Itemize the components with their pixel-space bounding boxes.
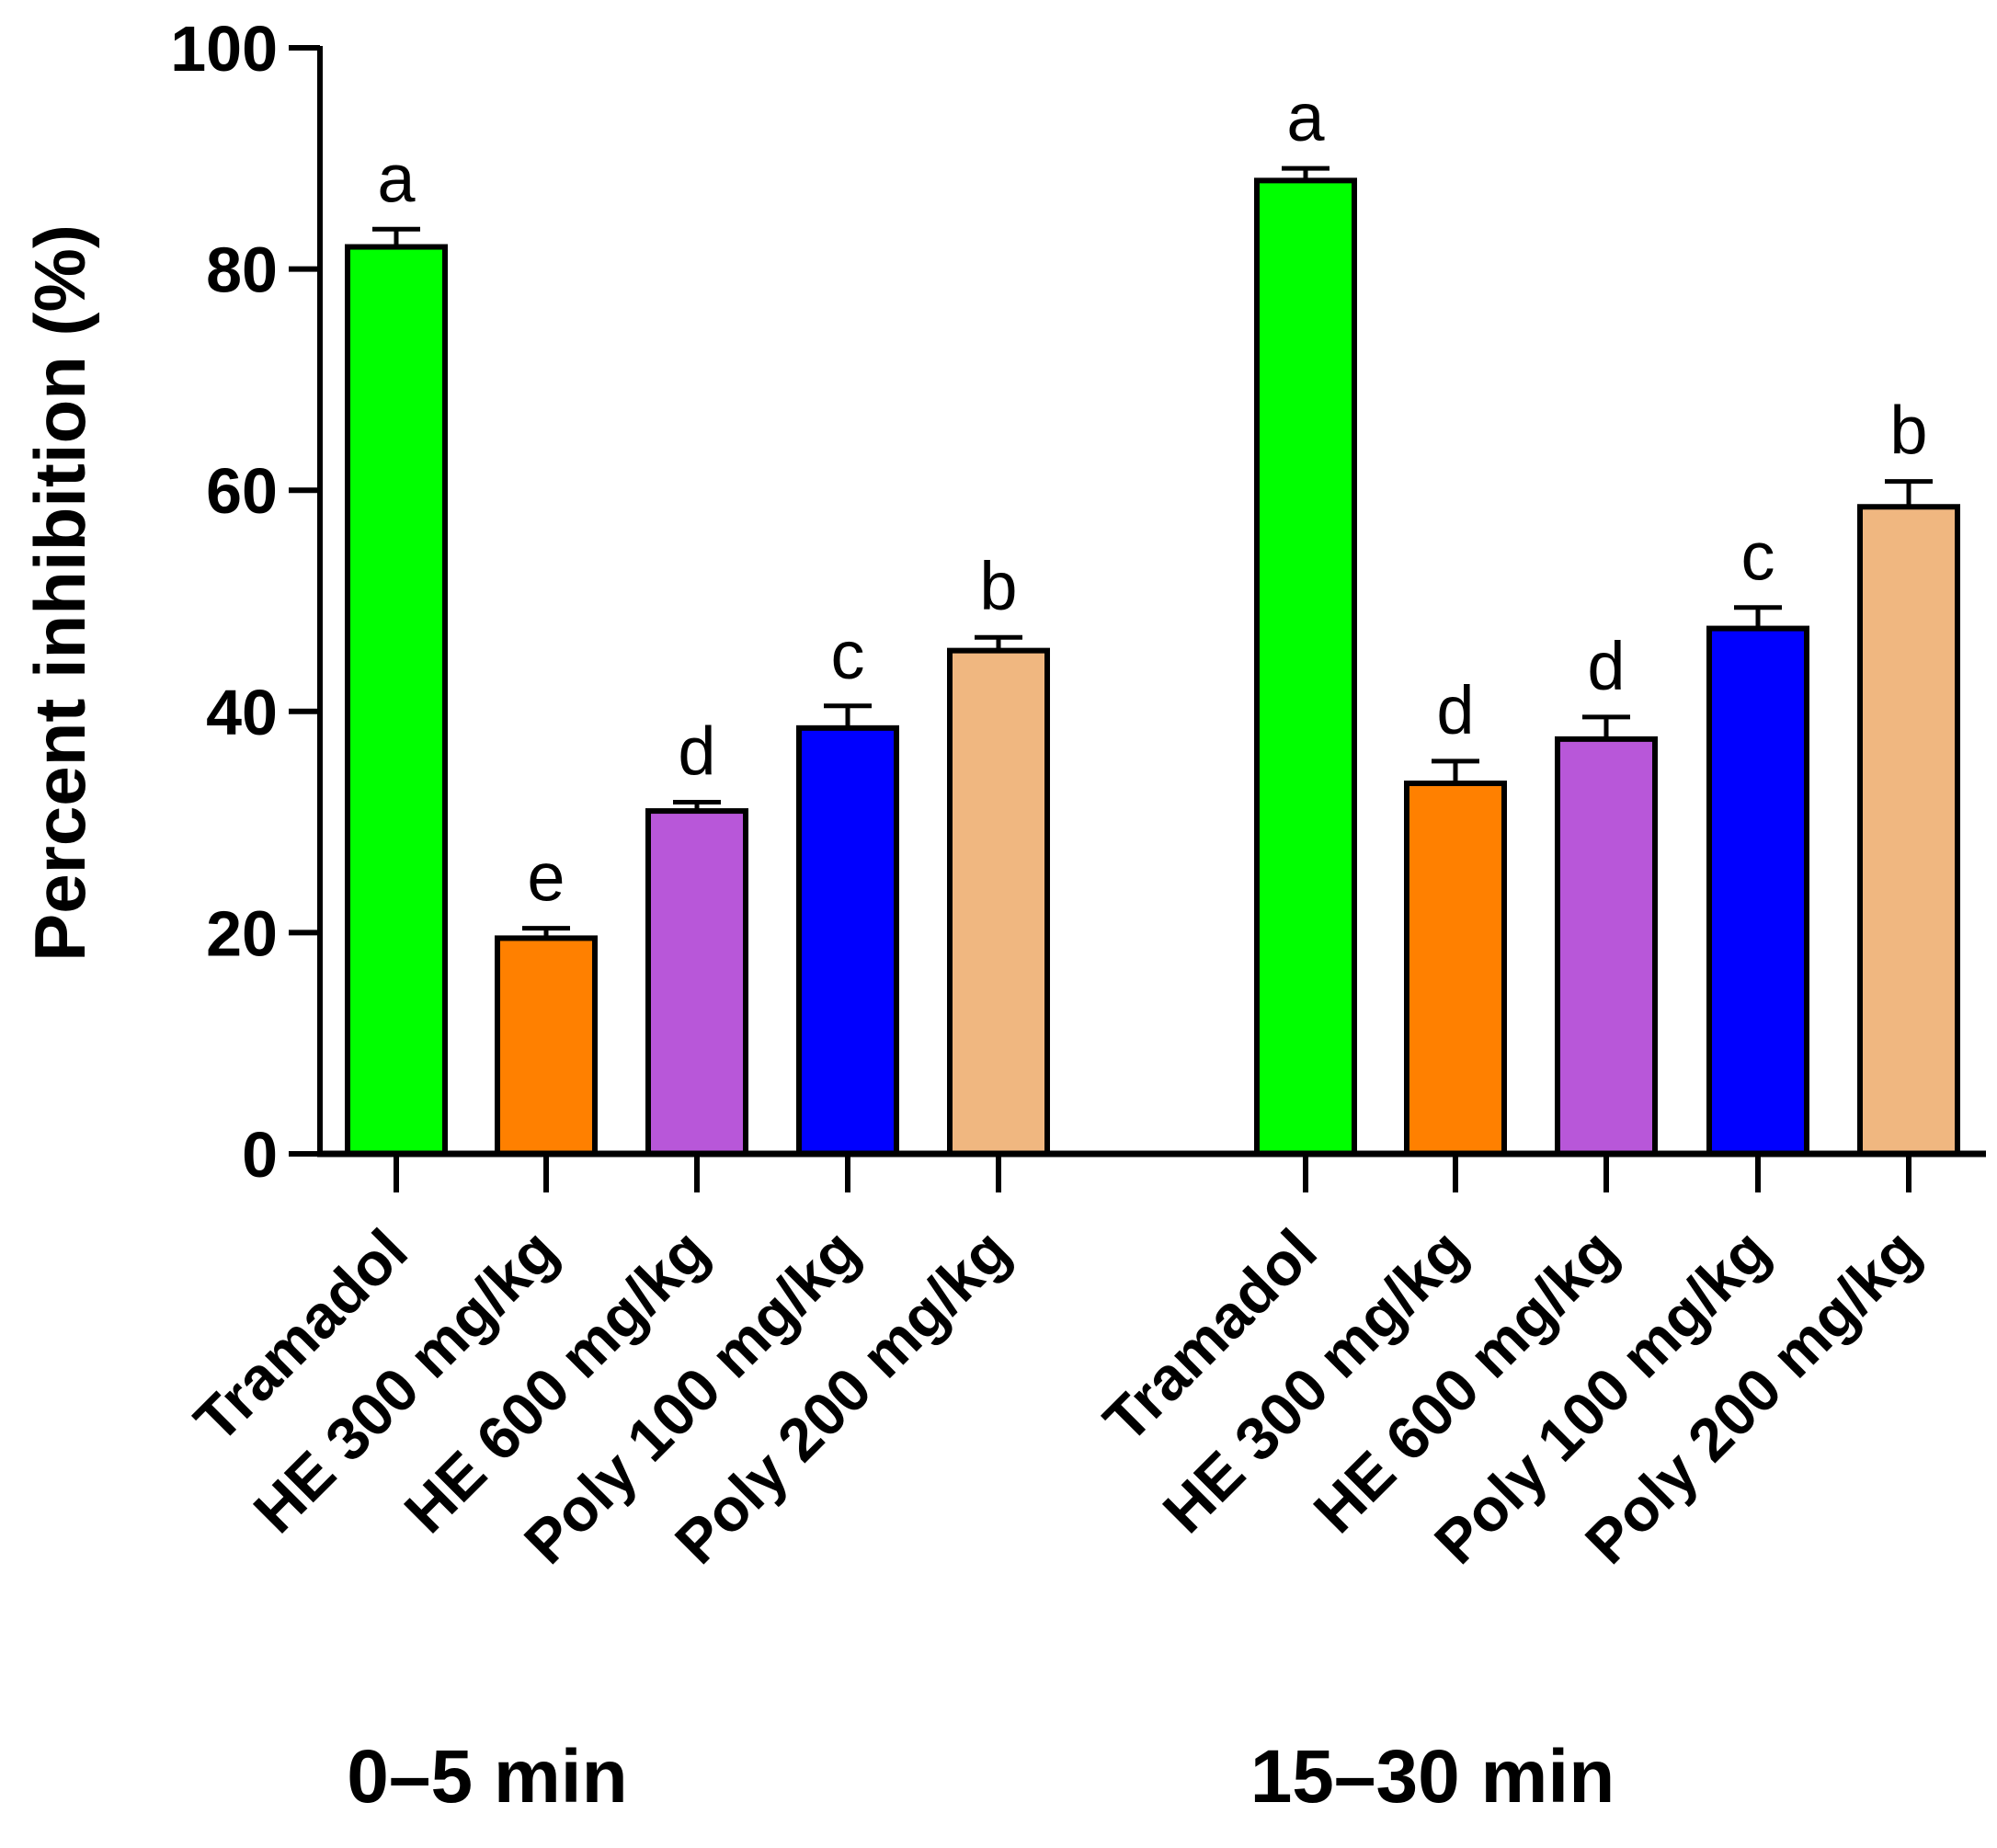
bar bbox=[1857, 504, 1960, 1157]
significance-letter: d bbox=[1587, 628, 1625, 704]
y-tick-label: 80 bbox=[206, 234, 278, 306]
significance-letter: c bbox=[831, 617, 865, 693]
y-tick-label: 100 bbox=[170, 13, 278, 85]
significance-letter: b bbox=[1889, 393, 1927, 469]
bar bbox=[495, 935, 598, 1157]
bar bbox=[796, 724, 899, 1157]
bar bbox=[645, 808, 748, 1157]
bar bbox=[947, 647, 1050, 1157]
group-label: 0–5 min bbox=[347, 1735, 627, 1819]
bar bbox=[1706, 625, 1809, 1157]
bar bbox=[1404, 780, 1507, 1157]
y-axis-title: Percent inhibition (%) bbox=[19, 224, 100, 962]
significance-letter: d bbox=[678, 713, 715, 789]
y-tick-label: 40 bbox=[206, 677, 278, 748]
y-tick-label: 20 bbox=[206, 897, 278, 969]
bar bbox=[1555, 736, 1658, 1157]
significance-letter: c bbox=[1741, 519, 1775, 595]
significance-letter: b bbox=[979, 548, 1017, 624]
significance-letter: a bbox=[1286, 79, 1325, 155]
group-label: 15–30 min bbox=[1250, 1735, 1615, 1819]
bar bbox=[345, 244, 448, 1158]
y-tick-label: 60 bbox=[206, 455, 278, 527]
bar bbox=[1254, 177, 1357, 1158]
y-tick-label: 0 bbox=[242, 1119, 278, 1191]
significance-letter: a bbox=[377, 140, 416, 216]
significance-letter: d bbox=[1436, 672, 1474, 748]
significance-letter: e bbox=[527, 839, 565, 916]
